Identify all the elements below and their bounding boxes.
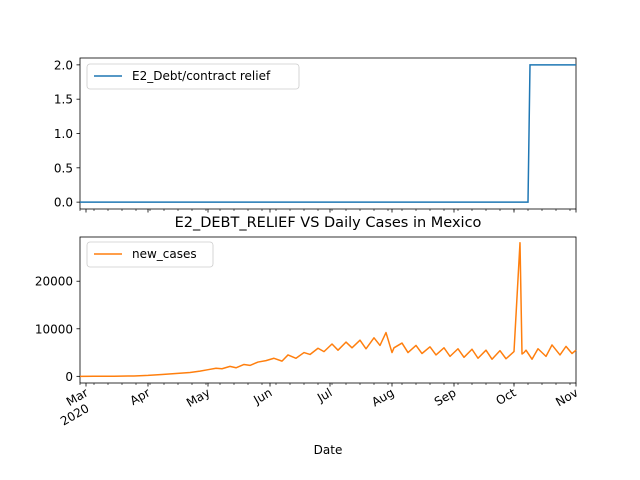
top-legend-label: E2_Debt/contract relief — [132, 69, 271, 83]
x-axis-label: Date — [314, 443, 343, 457]
bottom-xtick-label: Jun — [250, 385, 274, 407]
top-legend-box — [86, 63, 300, 90]
bottom-xtick-label: Jul — [314, 385, 334, 405]
chart-title: E2_DEBT_RELIEF VS Daily Cases in Mexico — [175, 215, 482, 231]
top-ytick-label: 0.5 — [54, 161, 73, 175]
top-ytick-label: 1.5 — [54, 93, 73, 107]
bottom-xtick-label: Sep — [432, 385, 459, 408]
bottom-xtick-label: Nov — [553, 385, 580, 409]
bottom-legend-box — [86, 241, 214, 268]
bottom-ytick-label: 0 — [65, 370, 73, 384]
bottom-xtick-label: Aug — [369, 385, 396, 409]
top-ytick-label: 0.0 — [54, 196, 73, 210]
bottom-ytick-label: 20000 — [35, 275, 73, 289]
bottom-xtick-label: Mar2020 — [51, 385, 98, 428]
bottom-legend: new_cases — [86, 241, 214, 268]
top-legend: E2_Debt/contract relief — [86, 63, 300, 90]
bottom-ytick-label: 10000 — [35, 322, 73, 336]
top-chart: 0.0 0.5 1.0 1.5 2.0 E2_Debt/contract relief — [54, 57, 577, 213]
series-line-new-cases — [79, 241, 577, 378]
bottom-xtick-label: Oct — [494, 385, 519, 408]
series-line-e2-debt-relief — [80, 64, 576, 203]
bottom-xtick-label: Apr — [128, 385, 153, 408]
bottom-chart: 0 10000 20000 Mar2020 Apr May Jun Jul Aug Sep Oct… — [35, 236, 581, 428]
bottom-x-ticks: Mar2020 Apr May Jun Jul Aug Sep Oct Nov — [51, 383, 581, 428]
bottom-y-ticks: 0 10000 20000 — [35, 275, 80, 384]
top-y-ticks: 0.0 0.5 1.0 1.5 2.0 — [54, 58, 80, 210]
bottom-legend-label: new_cases — [132, 247, 197, 261]
bottom-xtick-label: May — [184, 385, 212, 410]
top-ytick-label: 1.0 — [54, 127, 73, 141]
top-x-ticks — [79, 209, 577, 213]
top-ytick-label: 2.0 — [54, 58, 73, 72]
bottom-axes-frame — [79, 236, 577, 384]
